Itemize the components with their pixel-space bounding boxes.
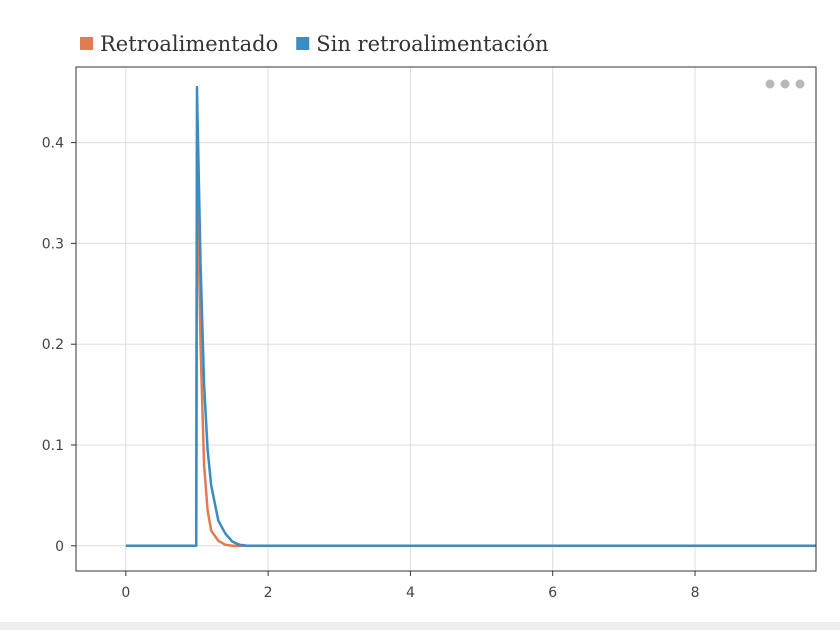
y-axis: 0 0.1 0.2 0.3 0.4	[42, 136, 76, 555]
y-tick-label: 0.2	[42, 337, 64, 353]
x-tick-label: 6	[548, 585, 557, 601]
y-tick-label: 0.4	[42, 136, 64, 152]
series-line-1	[125, 151, 816, 548]
y-tick-label: 0	[55, 539, 64, 555]
legend-item-2[interactable]: Sin retroalimentación	[296, 32, 549, 56]
x-tick-label: 2	[264, 585, 273, 601]
legend-swatch	[296, 37, 310, 50]
x-tick-label: 0	[121, 585, 130, 601]
grid-lines	[76, 67, 816, 571]
bottom-scroll-strip	[0, 622, 840, 630]
legend-label: Retroalimentado	[100, 32, 278, 56]
x-axis: 0 2 4 6 8	[121, 571, 699, 601]
x-tick-label: 8	[691, 585, 700, 601]
more-dots-icon[interactable]	[765, 79, 805, 89]
plot-frame	[75, 66, 817, 572]
x-tick-label: 4	[406, 585, 415, 601]
legend-item-1[interactable]: Retroalimentado	[80, 32, 278, 56]
legend-swatch	[80, 37, 93, 50]
series-line-2	[125, 85, 816, 548]
legend-label: Sin retroalimentación	[316, 32, 548, 56]
series-lines	[125, 85, 816, 548]
y-tick-label: 0.3	[42, 236, 64, 252]
y-tick-label: 0.1	[42, 438, 64, 454]
legend: Retroalimentado Sin retroalimentación	[80, 32, 549, 56]
